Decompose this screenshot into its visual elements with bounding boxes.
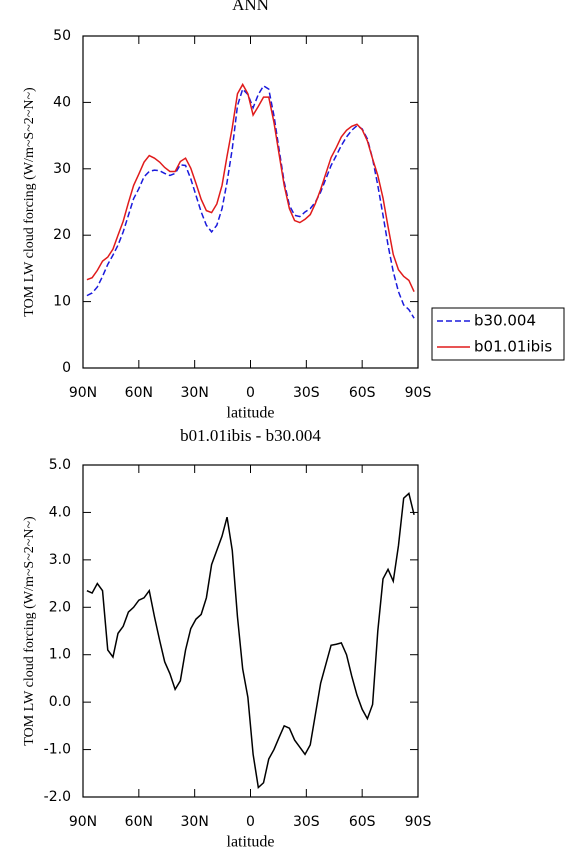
x-tick-label: 90S	[405, 385, 432, 401]
x-tick-label: 90S	[405, 814, 432, 830]
x-tick-label: 60N	[125, 385, 153, 401]
y-tick-label: 10	[53, 294, 71, 310]
x-tick-label: 30S	[293, 814, 320, 830]
x-tick-label: 90N	[69, 385, 97, 401]
x-tick-label: 0	[246, 814, 255, 830]
y-tick-label: 3.0	[49, 552, 71, 568]
y-tick-label: 4.0	[49, 504, 71, 520]
x-axis-label: latitude	[227, 834, 275, 851]
x-tick-label: 60S	[349, 814, 376, 830]
x-tick-label: 30S	[293, 385, 320, 401]
x-tick-label: 60N	[125, 814, 153, 830]
series-line	[86, 492, 415, 790]
x-tick-label: 30N	[181, 385, 209, 401]
y-tick-label: 40	[53, 94, 71, 110]
legend-label: b30.004	[474, 312, 536, 330]
series-line	[86, 82, 415, 292]
y-tick-label: -1.0	[44, 742, 71, 758]
x-axis-label: latitude	[227, 405, 275, 422]
plot-frame	[82, 464, 419, 798]
x-tick-label: 60S	[349, 385, 376, 401]
y-tick-label: 30	[53, 161, 71, 177]
legend-box	[431, 307, 565, 361]
y-tick-label: 0.0	[49, 694, 71, 710]
y-tick-label: 5.0	[49, 457, 71, 473]
y-tick-label: -2.0	[44, 789, 71, 805]
y-axis-label: TOM LW cloud forcing (W/m~S~2~N~)	[22, 87, 37, 317]
plot-frame	[82, 35, 419, 369]
y-tick-label: 20	[53, 227, 71, 243]
y-tick-label: 1.0	[49, 647, 71, 663]
legend-label: b01.01ibis	[474, 338, 552, 356]
chart-title: ANN	[232, 0, 269, 14]
y-tick-label: 0	[62, 360, 71, 376]
x-tick-label: 90N	[69, 814, 97, 830]
x-tick-label: 0	[246, 385, 255, 401]
chart-title: b01.01ibis - b30.004	[180, 426, 321, 445]
y-tick-label: 50	[53, 28, 71, 44]
x-tick-label: 30N	[181, 814, 209, 830]
y-axis-label: TOM LW cloud forcing (W/m~S~2~N~)	[22, 516, 37, 746]
y-tick-label: 2.0	[49, 599, 71, 615]
series-line	[86, 84, 415, 319]
